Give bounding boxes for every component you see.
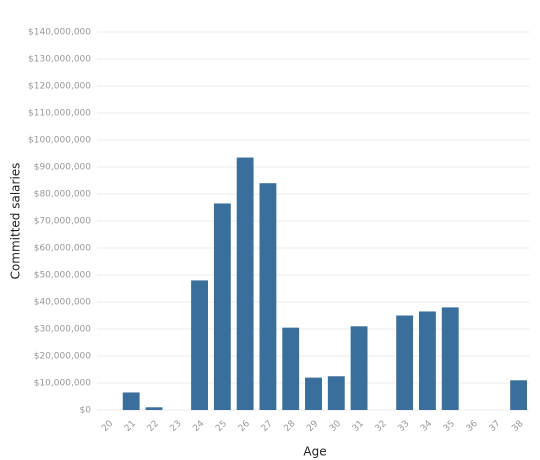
bar <box>282 327 300 410</box>
bar <box>191 280 208 410</box>
bar <box>145 407 163 410</box>
x-tick-label: 35 <box>442 419 457 434</box>
y-tick-label: $90,000,000 <box>34 163 92 173</box>
x-tick-label: 23 <box>168 419 183 434</box>
y-tick-label: $130,000,000 <box>28 55 91 65</box>
y-tick-label: $140,000,000 <box>28 28 91 38</box>
bar <box>305 377 322 410</box>
y-tick-label: $30,000,000 <box>34 325 92 335</box>
bar <box>259 183 277 410</box>
bar <box>419 311 436 410</box>
x-tick-label: 22 <box>146 419 161 434</box>
y-tick-label: $60,000,000 <box>34 244 92 254</box>
x-tick-label: 25 <box>214 419 229 434</box>
x-tick-label: 38 <box>510 419 525 434</box>
y-tick-label: $80,000,000 <box>34 190 92 200</box>
bar <box>122 392 140 410</box>
y-tick-label: $120,000,000 <box>28 82 91 92</box>
y-tick-label: $100,000,000 <box>28 136 91 146</box>
bar <box>396 315 414 410</box>
x-tick-label: 24 <box>191 419 206 434</box>
x-tick-label: 28 <box>282 419 297 434</box>
bar <box>213 203 231 410</box>
x-tick-label: 20 <box>100 419 115 434</box>
y-tick-label: $20,000,000 <box>34 352 92 362</box>
x-tick-label: 26 <box>237 419 252 434</box>
y-tick-label: $10,000,000 <box>34 379 92 389</box>
x-tick-label: 34 <box>419 419 434 434</box>
y-tick-label: $110,000,000 <box>28 109 91 119</box>
bar <box>236 157 254 410</box>
x-tick-label: 30 <box>328 419 343 434</box>
bar <box>350 326 368 410</box>
y-tick-label: $50,000,000 <box>34 271 92 281</box>
y-tick-label: $40,000,000 <box>34 298 92 308</box>
x-tick-label: 21 <box>123 419 138 434</box>
x-tick-label: 37 <box>488 419 503 434</box>
x-tick-label: 31 <box>351 419 366 434</box>
x-tick-label: 32 <box>374 419 389 434</box>
x-tick-label: 33 <box>396 419 411 434</box>
x-tick-label: 36 <box>465 419 480 434</box>
y-axis-title: Committed salaries <box>9 163 23 280</box>
x-axis-title: Age <box>303 445 326 459</box>
x-tick-label: 29 <box>305 419 320 434</box>
bar <box>327 376 345 410</box>
y-tick-label: $0 <box>80 406 92 416</box>
bar <box>441 307 459 410</box>
y-tick-label: $70,000,000 <box>34 217 92 227</box>
bar <box>510 380 528 410</box>
x-tick-label: 27 <box>260 419 275 434</box>
